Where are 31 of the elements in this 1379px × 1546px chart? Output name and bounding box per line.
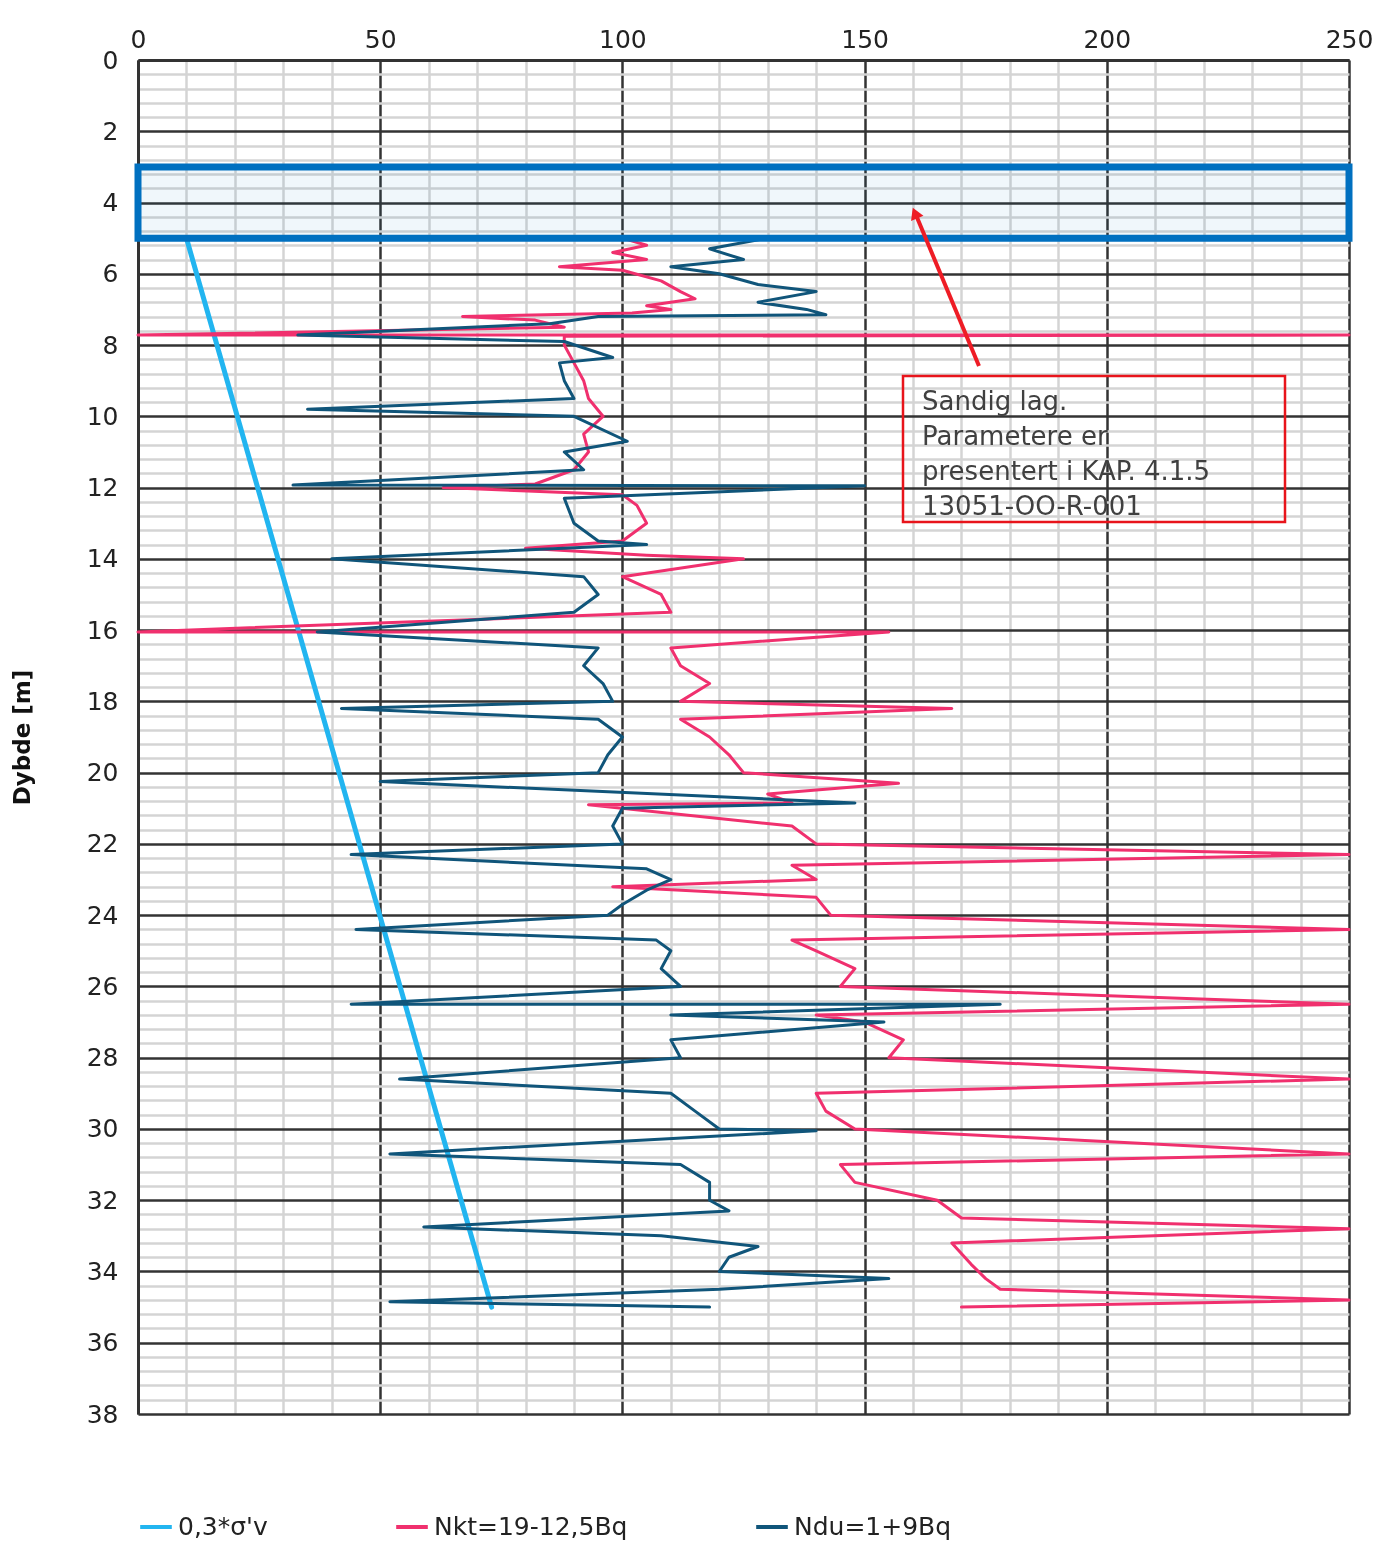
y-tick-label: 20: [86, 758, 119, 788]
x-tick-label: 100: [599, 24, 647, 54]
y-axis-title: Dybde [m]: [8, 669, 35, 806]
x-tick-label: 0: [130, 24, 147, 54]
y-tick-label: 30: [86, 1114, 119, 1144]
y-tick-label: 38: [86, 1399, 119, 1429]
x-tick-label: 250: [1325, 24, 1374, 54]
y-tick-label: 2: [102, 116, 119, 146]
x-tick-label: 150: [841, 24, 889, 54]
y-tick-label: 24: [86, 900, 119, 930]
y-tick-label: 0: [102, 45, 119, 75]
y-tick-label: 8: [102, 330, 119, 360]
y-tick-label: 22: [86, 829, 119, 859]
y-tick-label: 26: [86, 971, 119, 1001]
y-tick-label: 34: [86, 1256, 119, 1286]
y-tick-label: 4: [102, 188, 119, 218]
y-tick-label: 6: [102, 259, 119, 289]
x-tick-label: 50: [364, 24, 397, 54]
y-tick-label: 28: [86, 1043, 119, 1073]
x-tick-label: 200: [1083, 24, 1132, 54]
y-tick-label: 36: [86, 1328, 119, 1358]
y-tick-label: 10: [86, 401, 119, 431]
annotation: Sandig lag. Parametere er presentert i KAP. 4.1.5 13051-OO-R-001: [922, 386, 1211, 521]
legend-label: 0,3*σ'v: [178, 1512, 268, 1541]
y-tick-label: 18: [86, 686, 119, 716]
legend-label: Ndu=1+9Bq: [794, 1512, 952, 1541]
y-tick-label: 16: [86, 615, 119, 645]
y-tick-label: 32: [86, 1185, 119, 1215]
legend-label: Nkt=19-12,5Bq: [434, 1512, 628, 1541]
y-tick-label: 14: [86, 544, 119, 574]
y-tick-label: 12: [86, 473, 119, 503]
